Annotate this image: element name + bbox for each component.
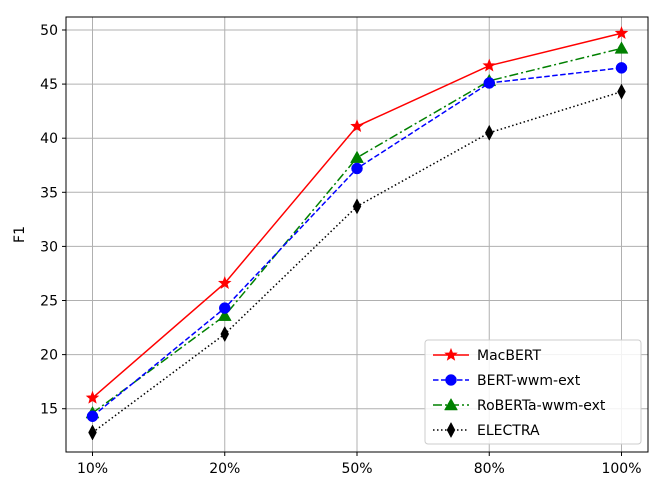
x-axis: 10% 20% 50% 80% 100% (77, 452, 642, 477)
y-tick-label: 30 (40, 239, 58, 255)
y-tick-label: 25 (40, 294, 58, 310)
legend-marker (445, 374, 457, 386)
data-point-marker (614, 26, 629, 39)
data-point-marker (614, 41, 629, 54)
y-axis-label: F1 (12, 226, 28, 243)
data-point-marker (617, 83, 626, 100)
legend-entry: RoBERTa-wwm-ext (433, 397, 606, 414)
x-tick-label: 20% (209, 461, 240, 477)
data-point-marker (220, 326, 230, 343)
y-tick-label: 50 (40, 23, 58, 39)
data-point-marker (350, 119, 364, 133)
data-point-marker (86, 410, 99, 423)
legend-marker (446, 421, 456, 439)
x-tick-label: 100% (601, 461, 641, 477)
data-point-marker (85, 390, 100, 404)
legend-entry: BERT-wwm-ext (433, 373, 581, 389)
data-point-marker (217, 276, 232, 289)
y-tick-label: 20 (40, 348, 58, 364)
y-tick-label: 45 (40, 77, 58, 93)
y-tick-label: 40 (40, 131, 58, 147)
legend-box (424, 339, 642, 445)
series-electra (88, 83, 626, 441)
data-point-marker (350, 150, 364, 163)
x-tick-label: 50% (341, 461, 372, 477)
legend-label: ELECTRA (477, 423, 540, 439)
data-point-marker (217, 308, 232, 321)
x-tick-label: 10% (77, 461, 108, 477)
series-macbert (85, 26, 629, 404)
series-bert-wwm-ext (86, 62, 628, 423)
data-point-marker (219, 302, 231, 314)
data-point-marker (88, 424, 97, 441)
legend-label: MacBERT (477, 348, 542, 364)
data-point-marker (483, 77, 495, 89)
legend-entry: MacBERT (433, 347, 542, 364)
data-point-marker (484, 124, 494, 141)
data-point-marker (615, 62, 628, 74)
legend-label: BERT-wwm-ext (477, 373, 581, 389)
legend: MacBERT BERT-wwm-ext RoBERTa-wwm-ext ELECTR… (424, 339, 642, 445)
legend-marker (444, 347, 458, 361)
legend-marker (444, 397, 458, 411)
series-layer (85, 26, 629, 441)
data-point-marker (351, 162, 363, 175)
y-tick-label: 35 (40, 185, 58, 201)
legend-entry: ELECTRA (433, 421, 540, 439)
y-axis: 15 20 25 30 35 40 45 50 (40, 23, 66, 418)
x-tick-label: 80% (474, 461, 505, 477)
grid-lines (66, 17, 648, 452)
legend-label: RoBERTa-wwm-ext (477, 398, 606, 414)
data-point-marker (482, 58, 497, 72)
y-tick-label: 15 (40, 402, 58, 418)
data-point-marker (352, 198, 362, 215)
